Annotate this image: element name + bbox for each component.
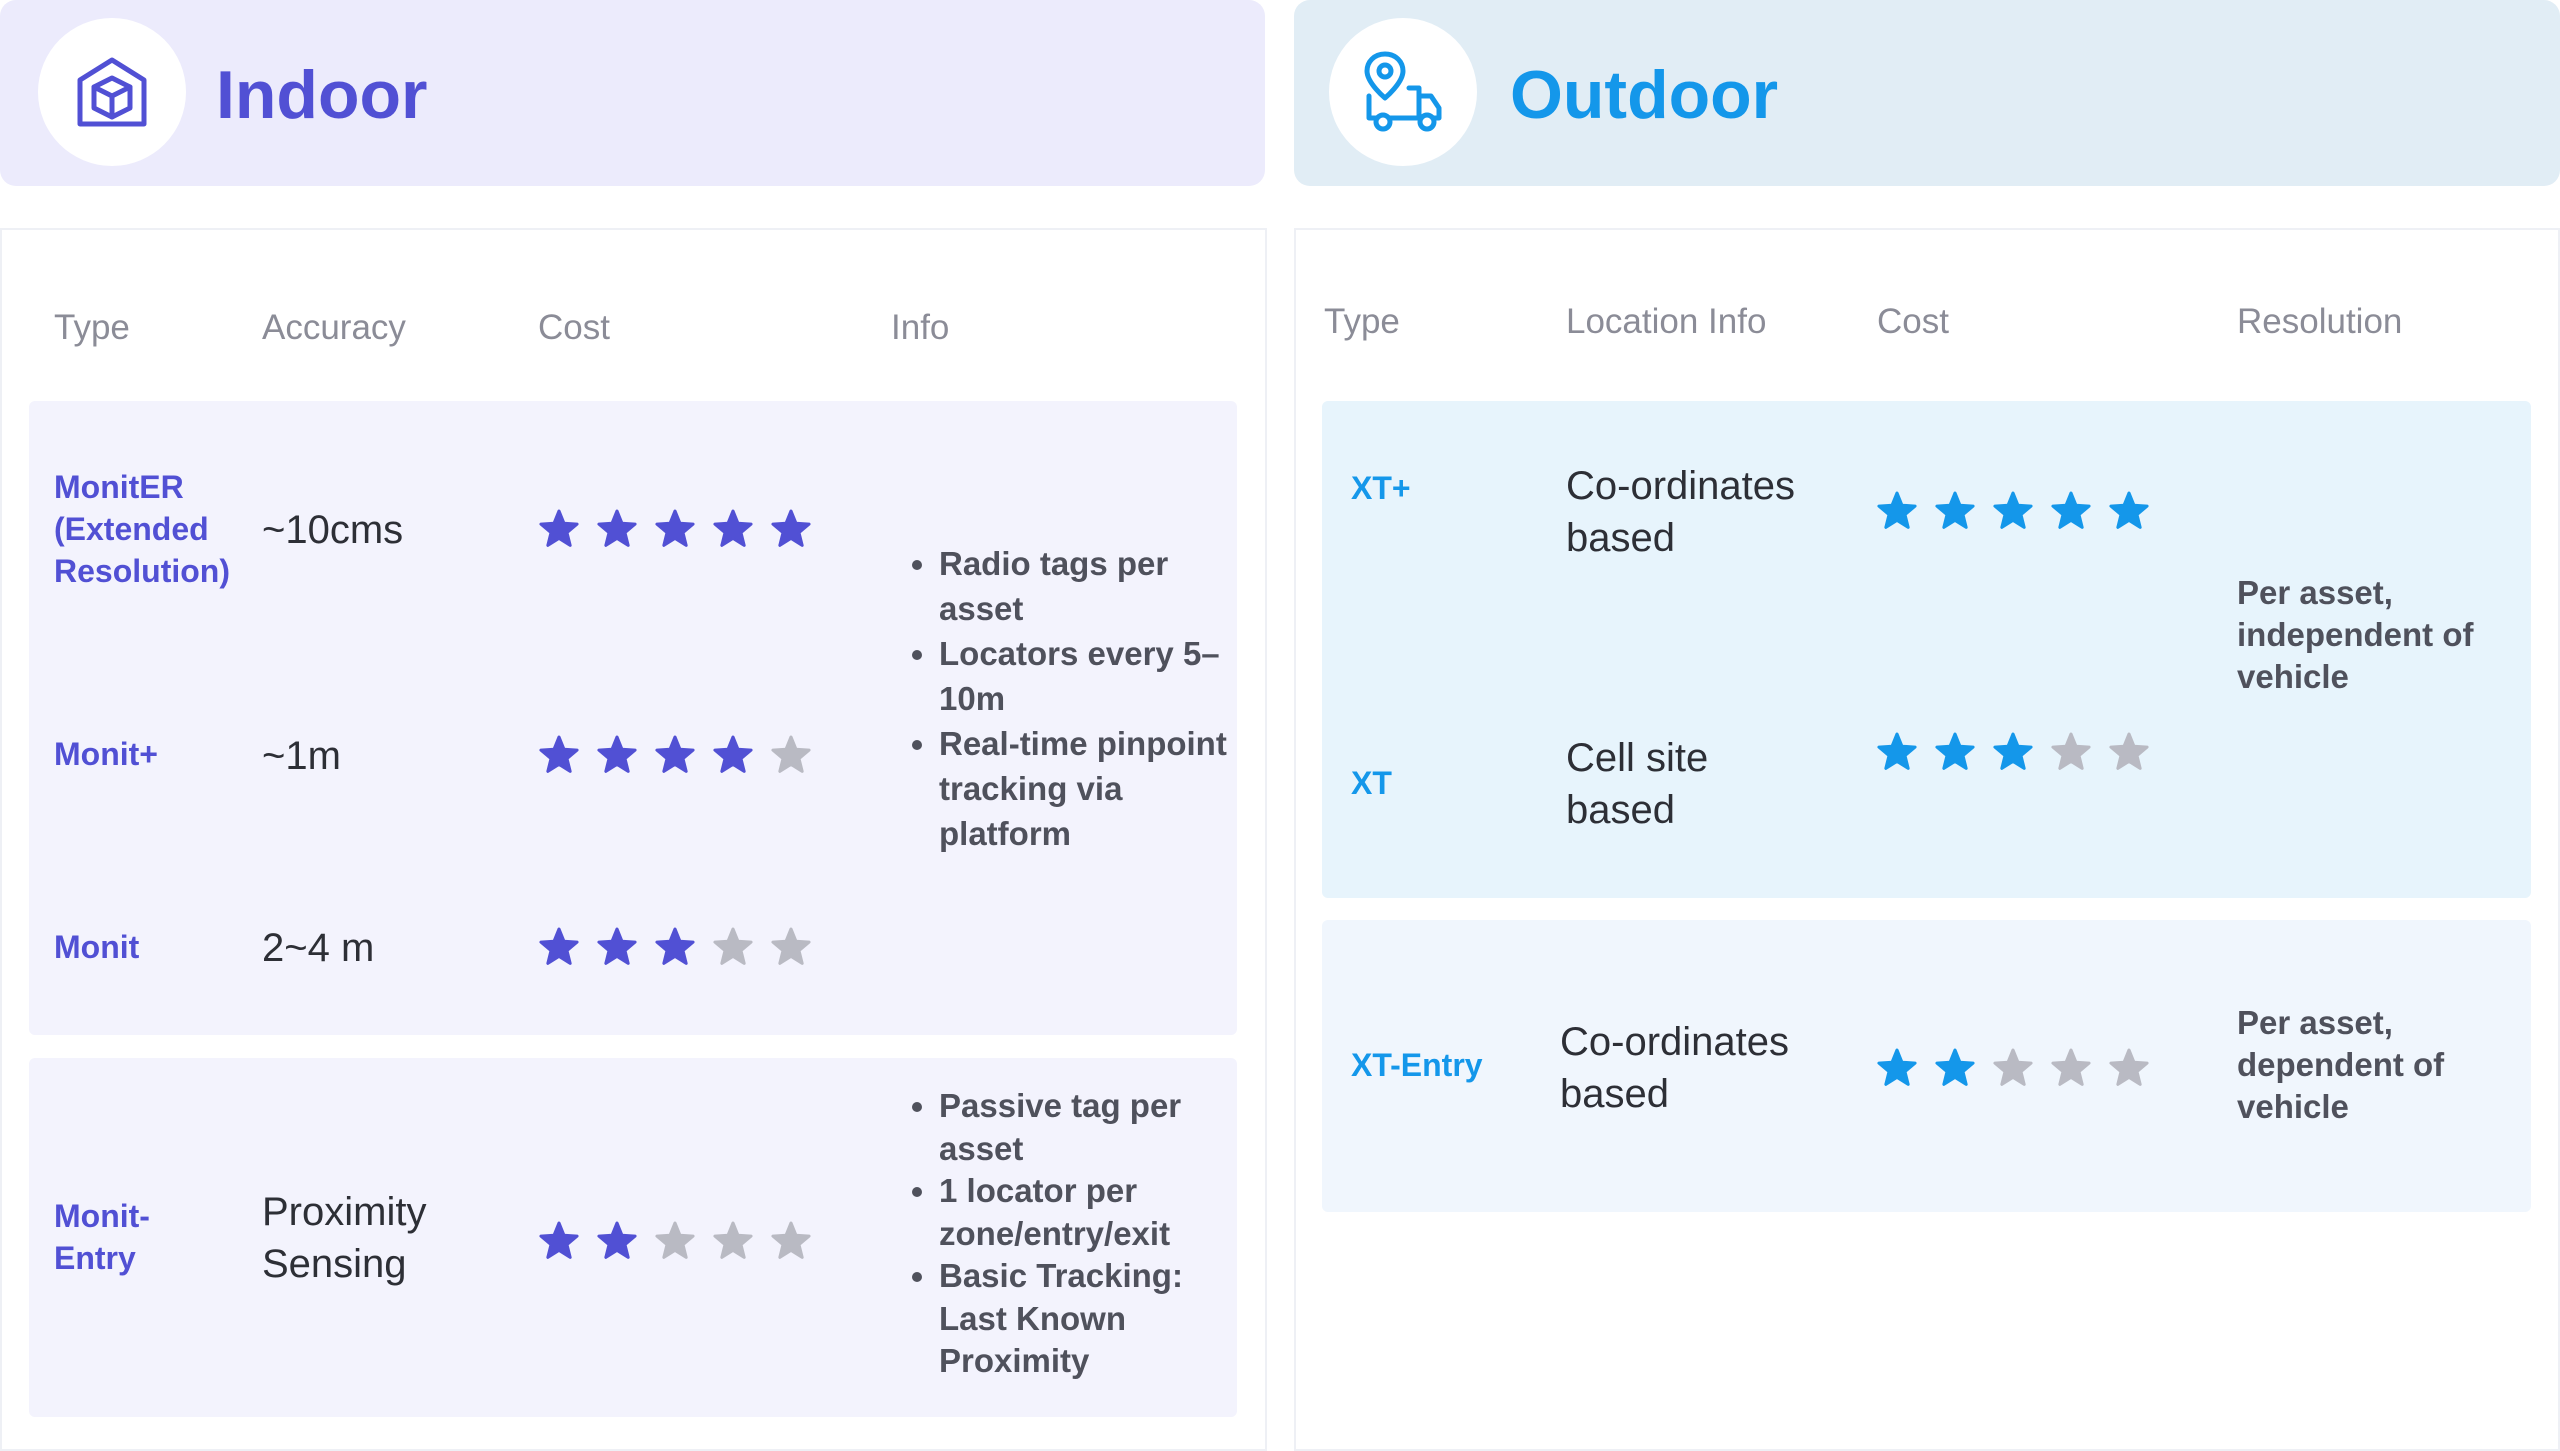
indoor-row-accuracy: 2~4 m — [262, 926, 375, 970]
star-empty-icon — [2051, 1048, 2091, 1086]
indoor-row-accuracy: Proximity Sensing — [262, 1190, 427, 1286]
star-filled-icon — [655, 735, 695, 773]
star-filled-icon — [2109, 491, 2149, 529]
indoor-row-cost-rating — [538, 1220, 812, 1262]
outdoor-row-cost-rating — [1876, 1047, 2150, 1089]
indoor-row-type: Monit — [54, 929, 140, 965]
star-empty-icon — [771, 735, 811, 773]
star-filled-icon — [713, 509, 753, 547]
star-empty-icon — [1993, 1048, 2033, 1086]
indoor-row-accuracy: ~1m — [262, 734, 341, 778]
star-filled-icon — [1993, 491, 2033, 529]
outdoor-row-location: Co-ordinates based — [1560, 1020, 1790, 1116]
star-filled-icon — [1993, 732, 2033, 770]
star-empty-icon — [713, 927, 753, 965]
info-bullet-item: Radio tags per asset — [939, 541, 1239, 631]
indoor-title: Indoor — [216, 57, 428, 133]
indoor-header: Indoor — [0, 0, 1265, 186]
indoor-col-accuracy: Accuracy — [262, 308, 406, 347]
delivery-truck-location-icon — [1364, 51, 1442, 132]
info-bullet-item: 1 locator per zone/entry/exit — [939, 1170, 1239, 1255]
indoor-row-type: Monit+ — [54, 736, 158, 772]
info-bullet-item: Real-time pinpoint tracking via platform — [939, 721, 1239, 856]
info-bullet-item: Passive tag per asset — [939, 1085, 1239, 1170]
indoor-col-cost: Cost — [538, 308, 610, 347]
star-filled-icon — [1877, 1048, 1917, 1086]
star-filled-icon — [539, 509, 579, 547]
star-empty-icon — [2051, 732, 2091, 770]
star-empty-icon — [713, 1221, 753, 1259]
star-empty-icon — [771, 1221, 811, 1259]
outdoor-row-type: XT-Entry — [1351, 1047, 1483, 1083]
star-empty-icon — [2109, 1048, 2149, 1086]
outdoor-row-cost-rating — [1876, 490, 2150, 532]
star-filled-icon — [597, 927, 637, 965]
star-empty-icon — [655, 1221, 695, 1259]
outdoor-row-type: XT+ — [1351, 470, 1411, 506]
star-filled-icon — [539, 1221, 579, 1259]
info-bullet-item: Locators every 5–10m — [939, 631, 1239, 721]
star-filled-icon — [539, 927, 579, 965]
indoor-icon-badge — [38, 18, 186, 166]
outdoor-col-location: Location Info — [1566, 302, 1767, 341]
indoor-info-list: Radio tags per assetLocators every 5–10m… — [907, 541, 1239, 856]
outdoor-row-type: XT — [1351, 765, 1392, 801]
indoor-row-type: Monit-Entry — [54, 1198, 150, 1276]
star-filled-icon — [539, 735, 579, 773]
star-empty-icon — [771, 927, 811, 965]
indoor-row-accuracy: ~10cms — [262, 508, 404, 552]
indoor-info-list: Passive tag per asset1 locator per zone/… — [907, 1085, 1239, 1383]
outdoor-col-resolution: Resolution — [2237, 302, 2403, 341]
outdoor-icon-badge — [1329, 18, 1477, 166]
star-filled-icon — [1877, 491, 1917, 529]
outdoor-header: Outdoor — [1294, 0, 2560, 186]
indoor-row-cost-rating — [538, 508, 812, 550]
star-filled-icon — [1935, 732, 1975, 770]
star-filled-icon — [1935, 1048, 1975, 1086]
outdoor-col-cost: Cost — [1877, 302, 1949, 341]
box-house-icon — [77, 57, 147, 127]
outdoor-row-location: Cell site based — [1566, 736, 1709, 832]
outdoor-title: Outdoor — [1510, 57, 1779, 133]
outdoor-row-location: Co-ordinates based — [1566, 464, 1796, 560]
star-filled-icon — [1935, 491, 1975, 529]
star-empty-icon — [2109, 732, 2149, 770]
indoor-col-info: Info — [891, 308, 950, 347]
indoor-col-type: Type — [54, 308, 130, 347]
star-filled-icon — [597, 1221, 637, 1259]
star-filled-icon — [597, 735, 637, 773]
outdoor-col-type: Type — [1324, 302, 1400, 341]
indoor-group-radio — [29, 401, 1237, 1035]
outdoor-row-cost-rating — [1876, 731, 2150, 773]
outdoor-resolution: Per asset, dependent of vehicle — [2237, 1004, 2445, 1125]
info-bullet-item: Basic Tracking: Last Known Proximity — [939, 1255, 1239, 1383]
star-filled-icon — [655, 927, 695, 965]
indoor-row-cost-rating — [538, 926, 812, 968]
indoor-row-cost-rating — [538, 734, 812, 776]
outdoor-resolution: Per asset, independent of vehicle — [2237, 574, 2474, 695]
star-filled-icon — [655, 509, 695, 547]
outdoor-group-independent — [1322, 401, 2531, 898]
indoor-row-type: MonitER (Extended Resolution) — [54, 469, 230, 589]
star-filled-icon — [713, 735, 753, 773]
star-filled-icon — [2051, 491, 2091, 529]
star-filled-icon — [1877, 732, 1917, 770]
star-filled-icon — [771, 509, 811, 547]
star-filled-icon — [597, 509, 637, 547]
outdoor-group-dependent — [1322, 920, 2531, 1212]
